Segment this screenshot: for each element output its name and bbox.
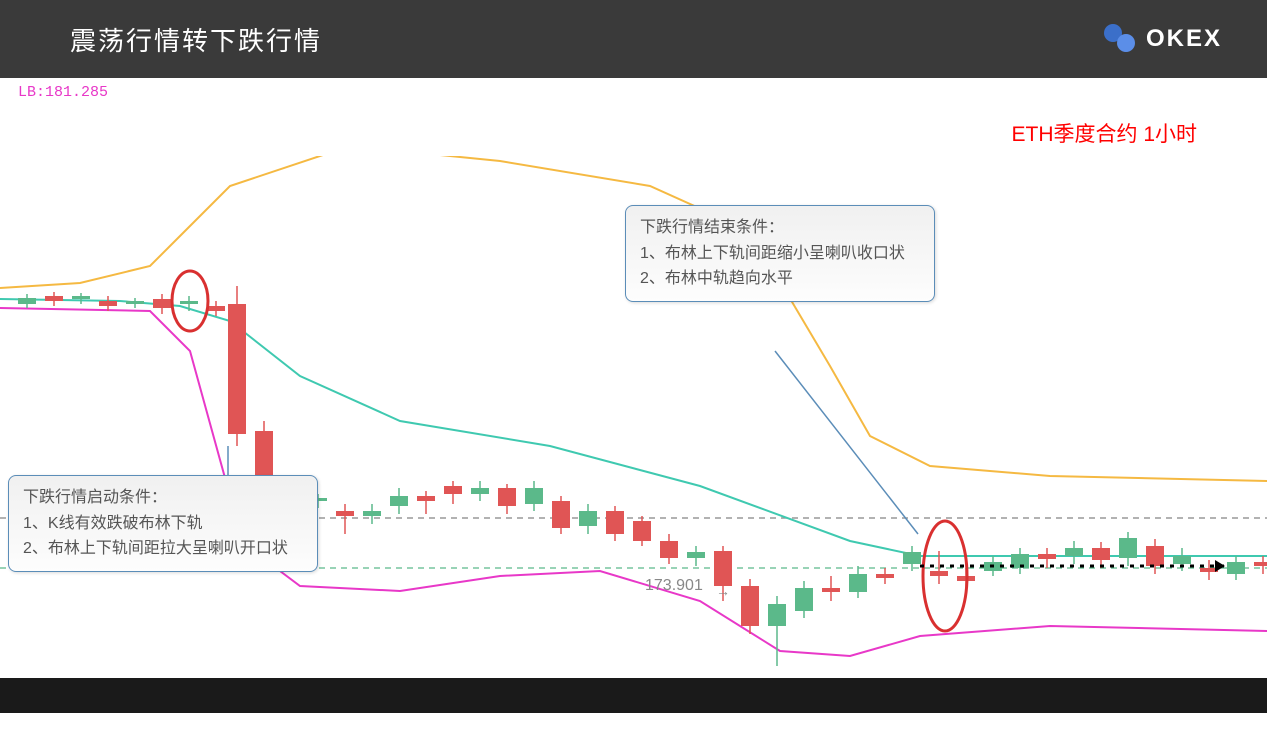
ann1-line2: 1、K线有效跌破布林下轨 bbox=[23, 511, 303, 537]
annotation-end-conditions: 下跌行情结束条件： 1、布林上下轨间距缩小呈喇叭收口状 2、布林中轨趋向水平 bbox=[625, 205, 935, 302]
logo: OKEX bbox=[1100, 23, 1222, 55]
price-label: 173.901 bbox=[645, 577, 703, 595]
ann1-line1: 下跌行情启动条件： bbox=[23, 485, 303, 511]
page-title: 震荡行情转下跌行情 bbox=[70, 21, 322, 58]
okex-logo-icon bbox=[1100, 23, 1138, 55]
lb-indicator-label: LB:181.285 bbox=[18, 84, 108, 101]
logo-text: OKEX bbox=[1146, 25, 1222, 53]
ann2-line2: 1、布林上下轨间距缩小呈喇叭收口状 bbox=[640, 241, 920, 267]
header: 震荡行情转下跌行情 OKEX bbox=[0, 0, 1267, 78]
chart-area bbox=[0, 78, 1267, 678]
ann1-line3: 2、布林上下轨间距拉大呈喇叭开口状 bbox=[23, 536, 303, 562]
ann2-line3: 2、布林中轨趋向水平 bbox=[640, 266, 920, 292]
annotation-start-conditions: 下跌行情启动条件： 1、K线有效跌破布林下轨 2、布林上下轨间距拉大呈喇叭开口状 bbox=[8, 475, 318, 572]
ann2-line1: 下跌行情结束条件： bbox=[640, 215, 920, 241]
chart-subtitle: ETH季度合约 1小时 bbox=[1011, 118, 1197, 148]
footer-bar bbox=[0, 678, 1267, 713]
price-arrow-icon: → bbox=[716, 583, 730, 599]
